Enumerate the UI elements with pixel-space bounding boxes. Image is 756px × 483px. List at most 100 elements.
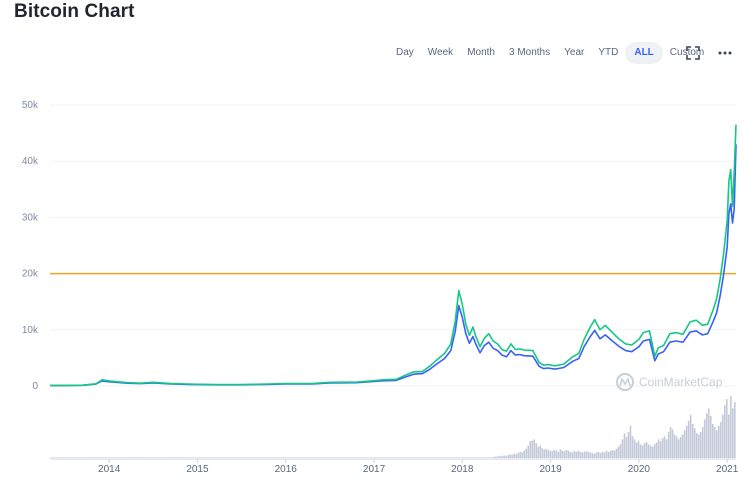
volume-bar (128, 457, 130, 458)
volume-bar (549, 450, 552, 458)
volume-bar (725, 399, 728, 458)
volume-bar (487, 457, 489, 458)
volume-bar (196, 457, 199, 458)
volume-bar (519, 451, 521, 458)
volume-bar (431, 457, 433, 458)
volume-bar (657, 439, 660, 458)
volume-bar (110, 457, 112, 458)
volume-bar (210, 457, 213, 458)
volume-bar (306, 457, 309, 458)
volume-bar (453, 457, 455, 458)
volume-bar (136, 457, 138, 458)
volume-bar (340, 457, 343, 458)
volume-bar (174, 457, 176, 458)
volume-bar (270, 457, 273, 458)
volume-bar (597, 451, 600, 458)
volume-bar (699, 431, 702, 458)
volume-bar (579, 451, 582, 458)
volume-bar (258, 457, 261, 458)
volume-bar (208, 457, 211, 458)
volume-bar (733, 402, 736, 458)
volume-bar (601, 451, 604, 458)
volume-bar (415, 457, 417, 458)
volume-bar (358, 457, 361, 458)
volume-bar (419, 457, 421, 458)
volume-bar (188, 457, 191, 458)
volume-bar (715, 430, 718, 458)
volume-bar (242, 457, 245, 458)
market-cap-line (50, 144, 737, 387)
volume-bar (286, 457, 289, 458)
volume-bar (298, 457, 301, 458)
volume-bar (577, 450, 580, 458)
volume-bar (336, 457, 339, 458)
volume-bar (683, 430, 686, 458)
more-icon[interactable] (717, 45, 733, 61)
volume-bar (94, 457, 96, 458)
volume-bar (224, 457, 227, 458)
volume-bar (425, 457, 427, 458)
volume-bar (525, 448, 527, 458)
volume-bar (334, 457, 337, 458)
volume-bar (190, 457, 193, 458)
volume-bar (52, 457, 54, 458)
range-ytd-button[interactable]: YTD (598, 47, 619, 58)
volume-bar (665, 439, 668, 458)
volume-bar (184, 457, 186, 458)
volume-bar (262, 457, 265, 458)
fullscreen-icon[interactable] (685, 45, 701, 61)
volume-bar (467, 457, 469, 458)
volume-bar (104, 457, 106, 458)
volume-bar (246, 457, 249, 458)
volume-bar (374, 457, 377, 458)
range-all-button[interactable]: ALL (625, 42, 663, 64)
volume-bar (575, 451, 578, 458)
volume-bar (697, 434, 700, 458)
volume-bar (411, 457, 413, 458)
volume-bar (272, 457, 275, 458)
volume-bar (96, 457, 98, 458)
x-tick-label: 2015 (186, 464, 209, 475)
volume-bar (386, 457, 389, 458)
volume-bar (449, 457, 451, 458)
range-day-button[interactable]: Day (396, 47, 414, 58)
volume-bar (86, 457, 88, 458)
volume-bar (138, 457, 140, 458)
volume-bar (220, 457, 223, 458)
volume-bar (663, 436, 666, 458)
range-week-button[interactable]: Week (427, 47, 454, 58)
volume-bar (308, 457, 311, 458)
volume-bar (571, 452, 574, 458)
volume-bar (633, 439, 636, 458)
volume-bar (56, 457, 58, 458)
volume-bar (539, 445, 542, 458)
volume-bar (603, 452, 606, 458)
volume-bar (108, 457, 110, 458)
volume-bar (587, 451, 590, 458)
volume-bar (403, 457, 405, 458)
volume-bar (591, 453, 594, 458)
volume-bar (499, 456, 501, 458)
volume-bar (507, 454, 509, 458)
volume-bar (721, 414, 724, 458)
volume-bar (645, 441, 648, 458)
volume-bar (455, 457, 457, 458)
range-3-months-button[interactable]: 3 Months (508, 47, 551, 58)
volume-bar (98, 457, 100, 458)
volume-bar (172, 457, 174, 458)
range-month-button[interactable]: Month (467, 47, 495, 58)
volume-bar (521, 452, 523, 458)
volume-bar (72, 457, 74, 458)
volume-bar (695, 433, 698, 458)
range-custom-button[interactable]: Custom (669, 47, 705, 58)
range-year-button[interactable]: Year (564, 47, 585, 58)
volume-bar (523, 450, 525, 458)
volume-bar (354, 457, 357, 458)
volume-bar (615, 448, 618, 458)
volume-bar (170, 457, 172, 458)
y-tick-label: 30k (22, 212, 39, 223)
y-tick-label: 40k (22, 156, 39, 167)
volume-bar (160, 457, 162, 458)
volume-bar (707, 408, 710, 458)
